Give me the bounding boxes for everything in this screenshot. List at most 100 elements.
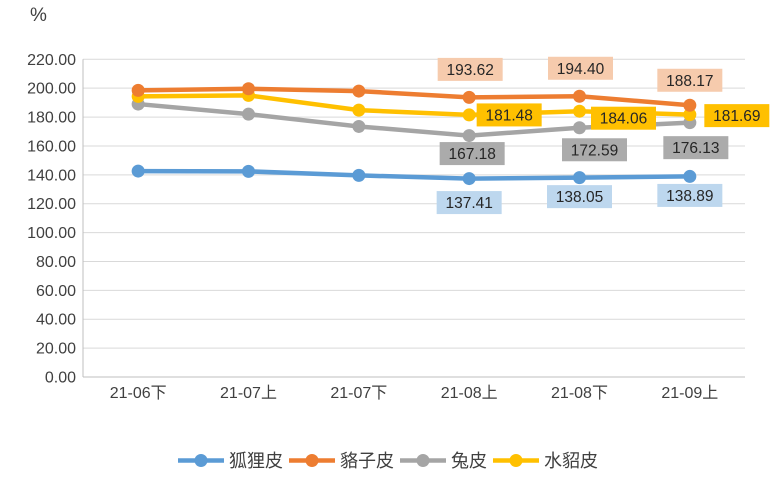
legend-label-rabbit-fur: 兔皮: [451, 451, 487, 471]
data-label-value: 181.69: [713, 108, 760, 125]
legend-dot: [194, 453, 208, 467]
x-axis-tick-label: 21-07下: [330, 385, 387, 402]
data-label-box: [657, 68, 723, 92]
x-axis-tick-label: 21-06下: [110, 385, 167, 402]
legend-item-mink-fur: 水貂皮: [493, 447, 598, 473]
legend-label-fox-fur: 狐狸皮: [229, 451, 283, 471]
y-axis-tick-label: 140.00: [27, 167, 76, 184]
data-label-value: 176.13: [672, 140, 719, 157]
y-axis-tick-label: 160.00: [27, 138, 76, 155]
data-label-rabbit-fur: 167.18: [439, 142, 505, 166]
legend-marker-raccoon-dog-fur: [289, 453, 335, 467]
data-label-mink-fur: 181.69: [704, 104, 770, 128]
data-point-mink-fur: [352, 103, 366, 117]
data-label-value: 138.05: [556, 189, 603, 206]
data-label-value: 193.62: [446, 62, 493, 79]
data-label-box: [591, 106, 656, 130]
y-axis-tick-label: 220.00: [27, 52, 76, 69]
legend-marker-mink-fur: [493, 453, 539, 467]
data-label-box: [663, 136, 729, 160]
data-label-value: 188.17: [666, 73, 713, 90]
data-labels: 193.62 194.40 188.17 181.48 184.06 181.69 167.…: [436, 56, 770, 215]
y-axis-unit-label: %: [30, 5, 47, 26]
legend-dot: [305, 453, 319, 467]
data-point-rabbit-fur: [573, 121, 586, 135]
data-label-rabbit-fur: 176.13: [663, 136, 729, 160]
data-label-fox-fur: 138.89: [657, 183, 723, 207]
data-label-mink-fur: 184.06: [591, 106, 656, 130]
data-point-rabbit-fur: [352, 119, 366, 133]
data-label-value: 172.59: [571, 142, 618, 159]
data-label-raccoon-dog-fur: 188.17: [657, 68, 723, 92]
legend-dot: [509, 453, 523, 467]
data-label-box: [476, 103, 542, 127]
y-axis-tick-label: 180.00: [27, 110, 76, 127]
data-label-raccoon-dog-fur: 194.40: [548, 56, 613, 80]
y-axis-tick-label: 0.00: [45, 370, 76, 387]
data-label-box: [436, 191, 502, 215]
y-axis-tick-label: 20.00: [36, 341, 76, 358]
data-point-raccoon-dog-fur: [573, 89, 586, 103]
legend-marker-rabbit-fur: [400, 453, 446, 467]
data-point-rabbit-fur: [242, 107, 255, 121]
data-label-value: 138.89: [666, 188, 713, 205]
x-axis-tick-label: 21-07上: [220, 384, 277, 402]
data-label-box: [547, 185, 612, 209]
y-axis-tick-label: 80.00: [36, 254, 76, 271]
y-axis-tick-label: 100.00: [27, 225, 76, 242]
data-label-raccoon-dog-fur: 193.62: [437, 57, 503, 81]
y-axis-tick-labels: 0.00 20.00 40.00 60.00 80.00 100.00 120.00 140.…: [27, 52, 76, 387]
x-axis-tick-label: 21-09上: [661, 384, 718, 402]
data-label-value: 194.40: [557, 61, 605, 78]
data-point-fox-fur: [242, 164, 255, 178]
legend-dot: [416, 453, 430, 467]
data-point-fox-fur: [683, 169, 697, 183]
data-label-mink-fur: 181.48: [476, 103, 542, 127]
data-point-fox-fur: [131, 164, 145, 178]
data-label-box: [439, 142, 505, 166]
data-point-mink-fur: [462, 108, 476, 122]
x-axis-tick-label: 21-08下: [551, 385, 608, 402]
series-line-fox-fur: [138, 168, 690, 181]
data-point-fox-fur: [462, 172, 476, 186]
data-label-value: 137.41: [445, 195, 492, 212]
legend-item-rabbit-fur: 兔皮: [400, 447, 487, 473]
data-point-fox-fur: [352, 168, 366, 182]
y-axis-tick-label: 60.00: [36, 283, 76, 300]
line-chart: 0.00 20.00 40.00 60.00 80.00 100.00 120.00 140.…: [27, 52, 770, 402]
y-axis-tick-label: 200.00: [27, 81, 76, 98]
legend-item-raccoon-dog-fur: 貉子皮: [289, 447, 394, 473]
data-label-box: [437, 57, 503, 81]
data-point-raccoon-dog-fur: [242, 82, 255, 96]
data-label-box: [562, 138, 627, 162]
data-point-fox-fur: [573, 171, 586, 185]
data-point-rabbit-fur: [462, 129, 476, 143]
y-axis-tick-label: 40.00: [36, 312, 76, 329]
series-line-raccoon-dog-fur: [138, 86, 691, 108]
data-point-raccoon-dog-fur: [352, 84, 366, 98]
y-axis-tick-label: 120.00: [27, 196, 76, 213]
data-point-raccoon-dog-fur: [683, 98, 697, 112]
data-label-fox-fur: 138.05: [547, 185, 612, 209]
data-label-value: 184.06: [600, 111, 647, 128]
data-label-value: 181.48: [485, 107, 532, 124]
data-point-raccoon-dog-fur: [462, 90, 476, 104]
legend-item-fox-fur: 狐狸皮: [178, 447, 283, 473]
x-axis-tick-labels: 21-06下 21-07上 21-07下 21-08上 21-08下 21-09上: [110, 384, 719, 402]
legend-label-mink-fur: 水貂皮: [544, 451, 598, 471]
data-point-raccoon-dog-fur: [131, 83, 145, 97]
x-axis-tick-label: 21-08上: [441, 384, 498, 402]
data-label-box: [704, 104, 770, 128]
axes: [82, 59, 745, 378]
series-fox-fur: [131, 164, 697, 186]
data-label-rabbit-fur: 172.59: [562, 138, 627, 162]
data-point-mink-fur: [573, 104, 586, 118]
chart-legend: 狐狸皮 貉子皮 兔皮 水貂皮: [0, 444, 776, 476]
legend-marker-fox-fur: [178, 453, 224, 467]
data-label-box: [548, 56, 613, 80]
data-label-fox-fur: 137.41: [436, 191, 502, 215]
data-label-box: [657, 183, 723, 207]
data-point-mink-fur: [683, 108, 697, 122]
series-raccoon-dog-fur: [131, 82, 697, 112]
